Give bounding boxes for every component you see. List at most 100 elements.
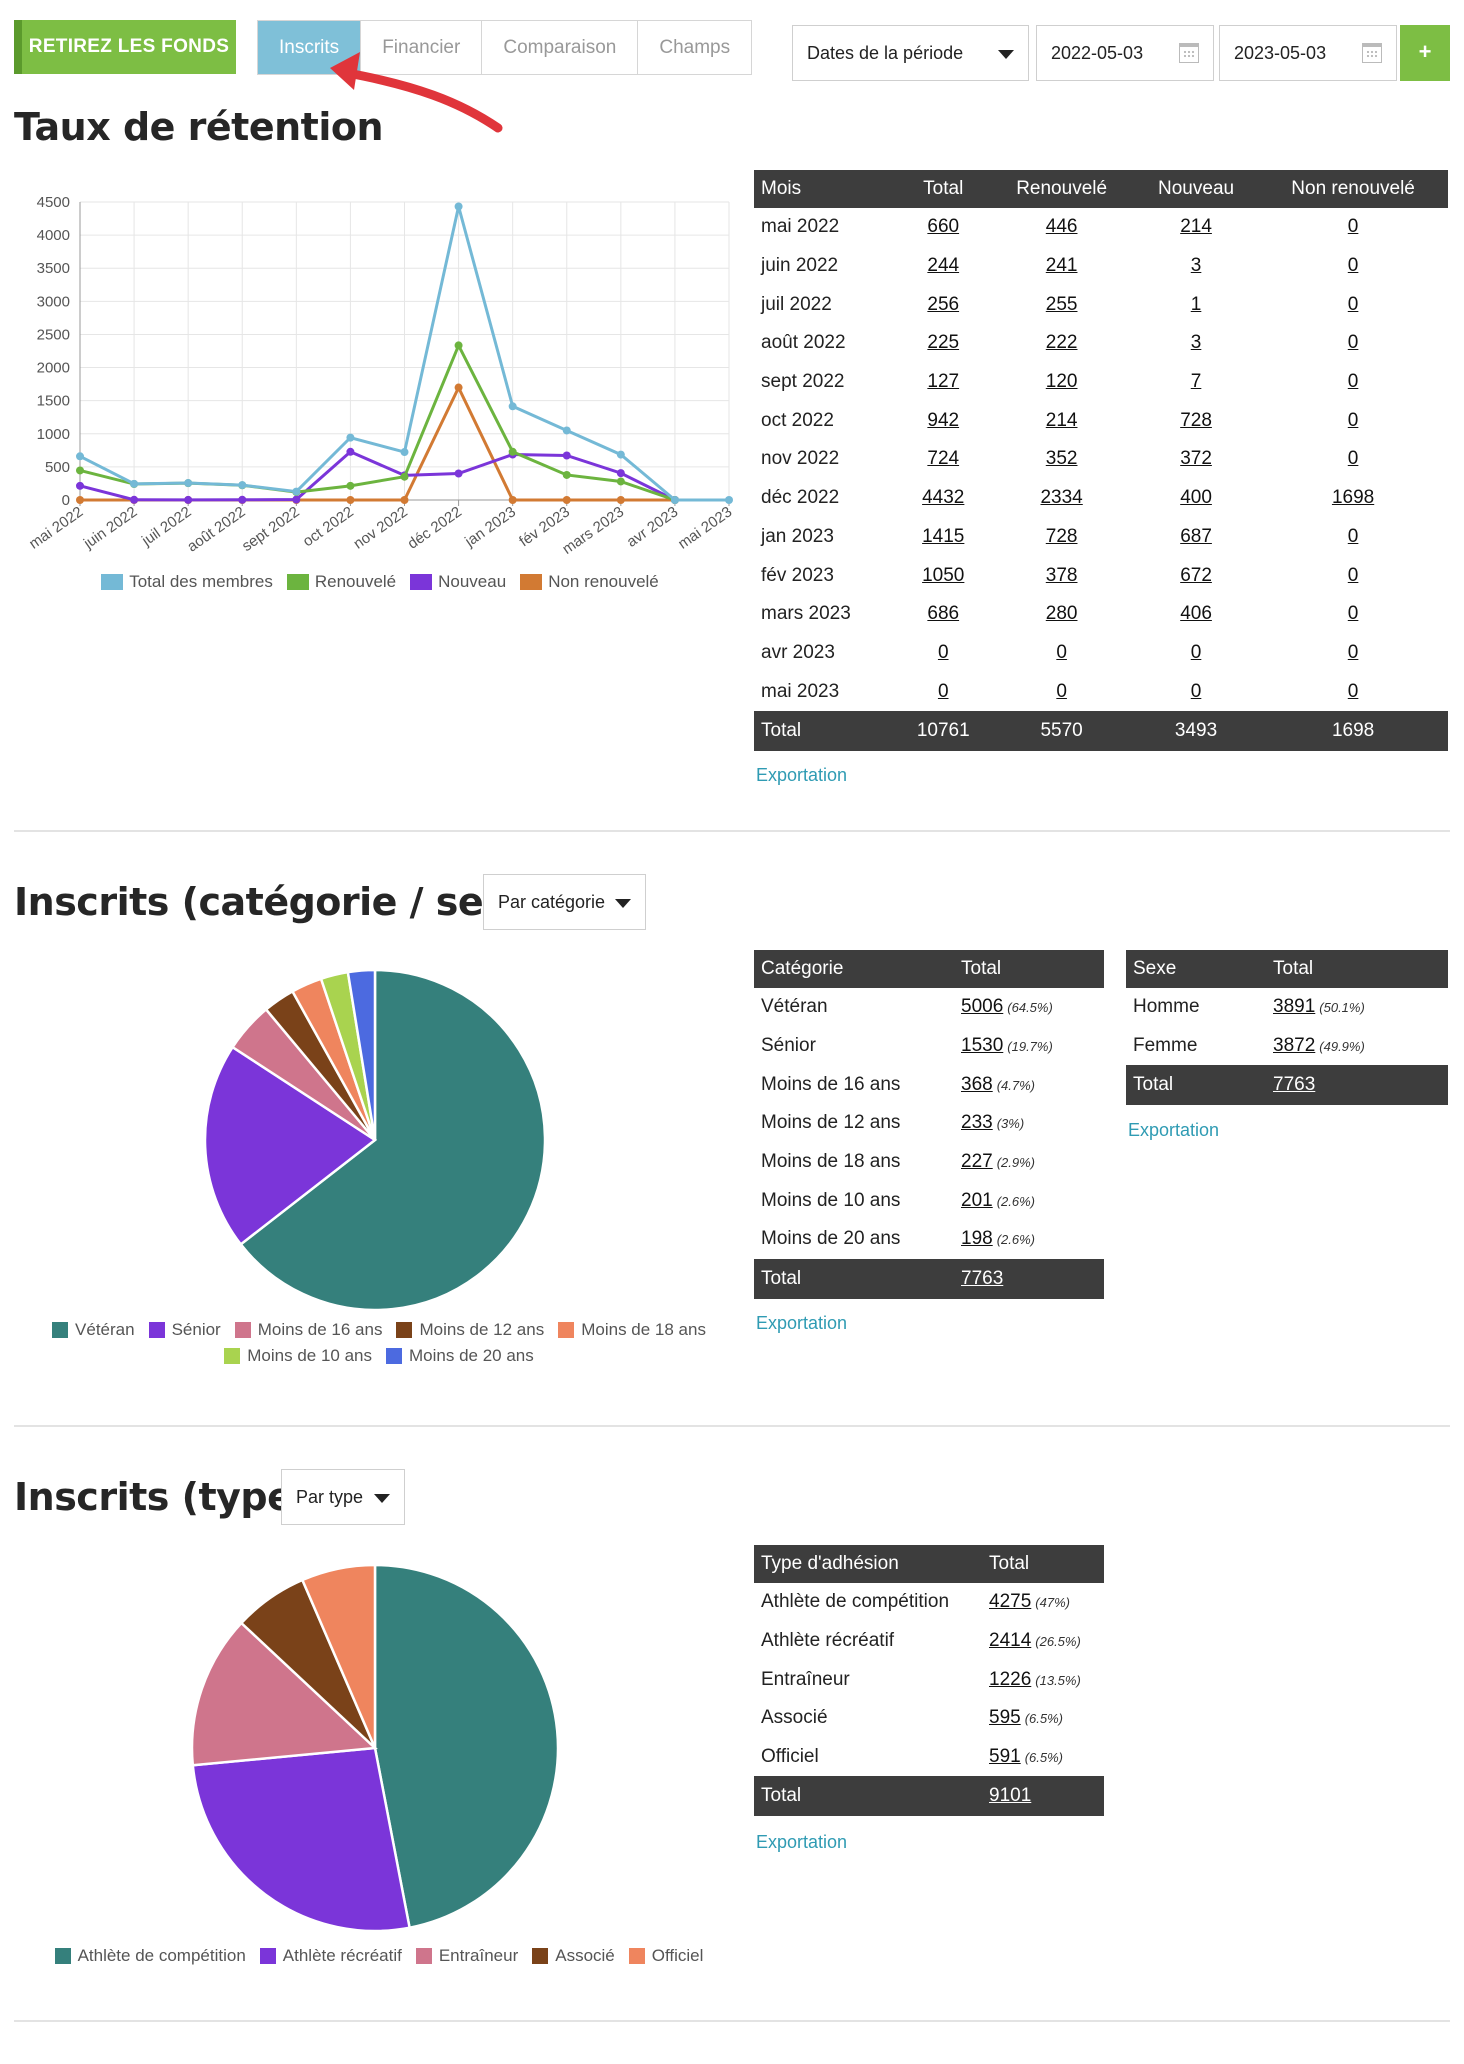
- value-link[interactable]: 3872: [1273, 1035, 1316, 1057]
- value-link[interactable]: 0: [1347, 448, 1359, 470]
- value-link[interactable]: 233: [961, 1112, 993, 1134]
- value-link[interactable]: 728: [1045, 525, 1078, 547]
- value-link[interactable]: 3891: [1273, 996, 1316, 1018]
- value-link[interactable]: 0: [1190, 680, 1202, 702]
- pie-slice[interactable]: [300, 1563, 377, 1749]
- value-link[interactable]: 244: [927, 255, 960, 277]
- value-link[interactable]: 0: [937, 680, 949, 702]
- value-link[interactable]: 0: [1190, 641, 1202, 663]
- value-link[interactable]: 198: [961, 1228, 993, 1250]
- total-value-link[interactable]: 9101: [989, 1785, 1032, 1807]
- value-link[interactable]: 120: [1045, 371, 1078, 393]
- value-link[interactable]: 201: [961, 1189, 993, 1211]
- value-link[interactable]: 222: [1045, 332, 1078, 354]
- legend-item[interactable]: Renouvelé: [286, 572, 396, 592]
- legend-item[interactable]: Moins de 10 ans: [224, 1346, 372, 1366]
- value-link[interactable]: 225: [927, 332, 960, 354]
- retention-export-link[interactable]: Exportation: [756, 765, 848, 785]
- value-link[interactable]: 660: [927, 216, 960, 238]
- value-link[interactable]: 0: [1347, 293, 1359, 315]
- value-link[interactable]: 0: [1347, 255, 1359, 277]
- legend-item[interactable]: Entraîneur: [415, 1946, 518, 1966]
- pie-slice[interactable]: [346, 968, 377, 1141]
- calendar-icon[interactable]: [1179, 43, 1199, 63]
- value-link[interactable]: 591: [989, 1746, 1021, 1768]
- value-link[interactable]: 241: [1045, 255, 1078, 277]
- value-link[interactable]: 0: [1347, 332, 1359, 354]
- legend-item[interactable]: Athlète de compétition: [54, 1946, 246, 1966]
- tab-comparaison[interactable]: Comparaison: [482, 21, 639, 74]
- value-link[interactable]: 372: [1180, 448, 1212, 470]
- sex-export-link[interactable]: Exportation: [1128, 1120, 1220, 1140]
- value-link[interactable]: 1226: [989, 1668, 1032, 1690]
- value-link[interactable]: 728: [1180, 409, 1212, 431]
- value-link[interactable]: 0: [1347, 525, 1359, 547]
- pie-slice[interactable]: [373, 1563, 560, 1930]
- value-link[interactable]: 256: [927, 293, 960, 315]
- period-type-select[interactable]: Dates de la période: [792, 25, 1029, 81]
- value-link[interactable]: 127: [927, 371, 960, 393]
- value-link[interactable]: 0: [1347, 680, 1359, 702]
- value-link[interactable]: 1: [1190, 293, 1202, 315]
- legend-item[interactable]: Sénior: [148, 1320, 221, 1340]
- value-link[interactable]: 672: [1180, 564, 1212, 586]
- tab-inscrits[interactable]: Inscrits: [258, 21, 362, 74]
- legend-item[interactable]: Officiel: [628, 1946, 703, 1966]
- value-link[interactable]: 0: [1056, 680, 1067, 702]
- value-link[interactable]: 0: [1347, 409, 1359, 431]
- value-link[interactable]: 724: [927, 448, 960, 470]
- calendar-icon[interactable]: [1362, 43, 1382, 63]
- tab-champs[interactable]: Champs: [659, 37, 731, 58]
- value-link[interactable]: 4432: [922, 487, 965, 509]
- value-link[interactable]: 1530: [961, 1035, 1004, 1057]
- withdraw-funds-button[interactable]: RETIREZ LES FONDS: [14, 20, 236, 74]
- value-link[interactable]: 0: [1056, 641, 1067, 663]
- value-link[interactable]: 214: [1180, 216, 1212, 238]
- value-link[interactable]: 0: [1347, 603, 1359, 625]
- pie-slice[interactable]: [203, 1045, 378, 1247]
- value-link[interactable]: 3: [1190, 332, 1202, 354]
- value-link[interactable]: 0: [937, 641, 949, 663]
- value-link[interactable]: 446: [1045, 216, 1078, 238]
- value-link[interactable]: 687: [1180, 525, 1212, 547]
- value-link[interactable]: 214: [1045, 409, 1078, 431]
- legend-item[interactable]: Total des membres: [101, 572, 273, 592]
- legend-item[interactable]: Nouveau: [410, 572, 506, 592]
- tab-financier[interactable]: Financier: [361, 21, 483, 74]
- value-link[interactable]: 942: [927, 409, 960, 431]
- value-link[interactable]: 2334: [1040, 487, 1083, 509]
- value-link[interactable]: 1050: [922, 564, 965, 586]
- pie-slice[interactable]: [190, 1621, 378, 1767]
- type-mode-select[interactable]: Par type: [281, 1469, 405, 1525]
- start-date-input[interactable]: 2022-05-03: [1036, 25, 1214, 81]
- value-link[interactable]: 406: [1180, 603, 1212, 625]
- legend-item[interactable]: Associé: [532, 1946, 615, 1966]
- legend-item[interactable]: Moins de 18 ans: [558, 1320, 706, 1340]
- add-button[interactable]: +: [1400, 25, 1450, 81]
- type-export-link[interactable]: Exportation: [756, 1832, 848, 1852]
- value-link[interactable]: 368: [961, 1073, 993, 1095]
- value-link[interactable]: 686: [927, 603, 960, 625]
- value-link[interactable]: 5006: [961, 996, 1004, 1018]
- pie-slice[interactable]: [239, 968, 547, 1312]
- legend-item[interactable]: Vétéran: [52, 1320, 135, 1340]
- legend-item[interactable]: Athlète récréatif: [259, 1946, 402, 1966]
- value-link[interactable]: 0: [1347, 564, 1359, 586]
- value-link[interactable]: 7: [1190, 371, 1202, 393]
- legend-item[interactable]: Moins de 12 ans: [396, 1320, 544, 1340]
- value-link[interactable]: 595: [989, 1707, 1021, 1729]
- value-link[interactable]: 4275: [989, 1591, 1032, 1613]
- value-link[interactable]: 0: [1347, 641, 1359, 663]
- category-mode-select[interactable]: Par catégorie: [483, 874, 646, 930]
- value-link[interactable]: 255: [1045, 293, 1078, 315]
- value-link[interactable]: 2414: [989, 1630, 1032, 1652]
- end-date-input[interactable]: 2023-05-03: [1219, 25, 1397, 81]
- value-link[interactable]: 280: [1045, 603, 1078, 625]
- legend-item[interactable]: Non renouvelé: [520, 572, 659, 592]
- value-link[interactable]: 1415: [922, 525, 965, 547]
- legend-item[interactable]: Moins de 16 ans: [234, 1320, 382, 1340]
- value-link[interactable]: 0: [1347, 371, 1359, 393]
- value-link[interactable]: 0: [1347, 216, 1359, 238]
- legend-item[interactable]: Moins de 20 ans: [386, 1346, 534, 1366]
- value-link[interactable]: 227: [961, 1151, 993, 1173]
